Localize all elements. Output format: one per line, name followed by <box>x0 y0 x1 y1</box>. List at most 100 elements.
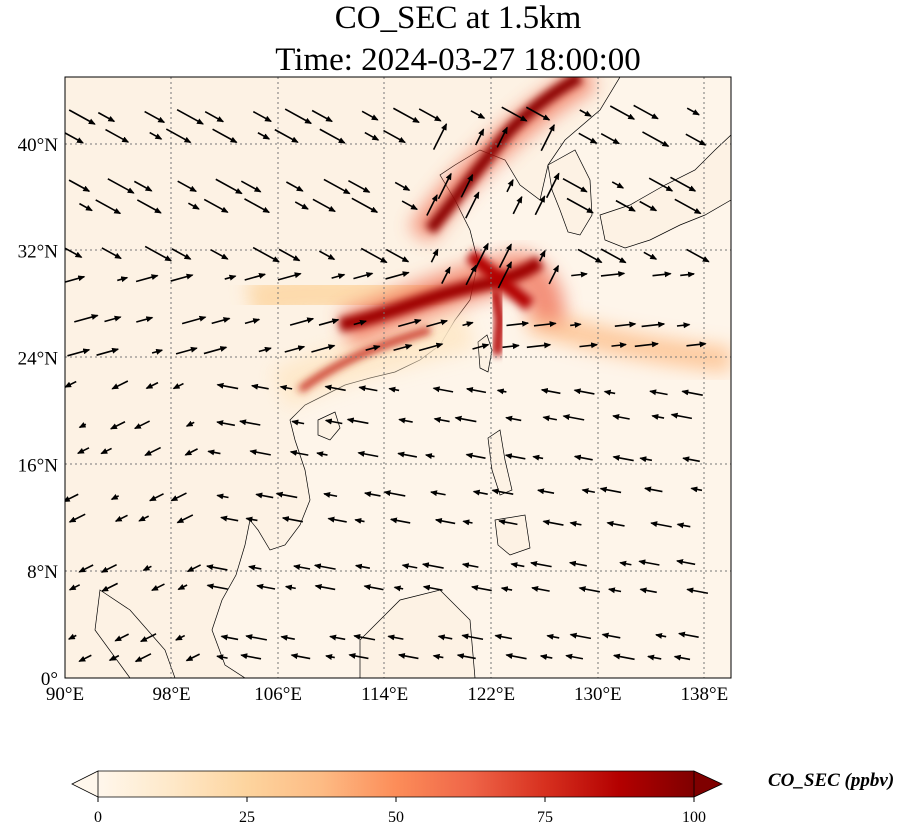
wind-arrow <box>512 195 523 215</box>
wind-arrow <box>171 248 192 260</box>
wind-arrow <box>255 492 274 499</box>
borneo-island <box>359 589 476 678</box>
wind-arrow <box>383 490 406 497</box>
wind-arrow <box>531 585 550 592</box>
wind-arrow <box>78 564 94 573</box>
wind-arrow <box>670 412 693 420</box>
wind-arrow <box>105 128 130 143</box>
wind-arrow <box>215 178 243 195</box>
wind-arrow <box>532 454 544 461</box>
wind-arrow <box>612 653 635 661</box>
wind-arrow <box>224 274 237 281</box>
colorbar-bar <box>98 771 694 797</box>
wind-arrow <box>383 129 406 144</box>
wind-arrow <box>546 633 560 640</box>
wind-arrow <box>109 421 126 430</box>
wind-arrow <box>204 111 225 123</box>
wind-arrow <box>172 382 184 390</box>
wind-arrow <box>175 634 186 641</box>
wind-arrow <box>389 517 411 524</box>
wind-arrow <box>275 491 298 499</box>
wind-arrow <box>245 516 258 523</box>
wind-arrow <box>111 380 129 390</box>
wind-arrow <box>437 172 452 200</box>
wind-arrow <box>614 321 637 328</box>
wind-arrow <box>639 456 653 463</box>
wind-arrow <box>418 108 442 122</box>
wind-arrow <box>67 348 91 357</box>
wind-arrow <box>291 419 305 426</box>
wind-arrow <box>203 346 228 355</box>
wind-arrow <box>670 176 697 192</box>
wind-arrow <box>79 202 93 212</box>
wind-arrow <box>151 348 164 355</box>
wind-arrow <box>525 106 551 121</box>
wind-arrow <box>117 276 129 283</box>
wind-arrow <box>145 381 159 390</box>
wind-arrow <box>354 563 371 570</box>
luzon-island <box>487 429 513 496</box>
wind-arrow <box>432 653 444 660</box>
title-line-2: Time: 2024-03-27 18:00:00 <box>275 42 641 78</box>
wind-arrow <box>615 199 636 212</box>
wind-arrow <box>599 486 622 494</box>
wind-arrow <box>600 271 626 278</box>
wind-arrow <box>176 108 204 125</box>
wind-arrow <box>540 123 555 152</box>
wind-arrow <box>78 654 92 663</box>
wind-arrow <box>430 248 439 263</box>
wind-arrow <box>216 493 229 500</box>
wind-arrow <box>357 450 379 458</box>
wind-arrow <box>67 633 77 640</box>
wind-arrow <box>181 315 207 325</box>
wind-arrow <box>655 632 667 639</box>
central-plume-arm <box>465 249 535 311</box>
wind-arrow <box>314 583 336 591</box>
wind-arrow <box>353 272 374 280</box>
wind-arrow <box>142 564 152 572</box>
wind-arrow <box>353 634 376 641</box>
wind-arrow <box>323 491 338 498</box>
wind-arrow <box>184 448 198 456</box>
wind-arrow <box>394 181 411 191</box>
wind-arrow <box>441 266 451 284</box>
wind-arrow <box>686 341 707 348</box>
wind-arrow <box>100 447 112 455</box>
wind-arrow <box>284 584 296 591</box>
wind-arrow <box>185 420 195 427</box>
wind-arrow <box>325 654 335 660</box>
wind-arrow <box>220 515 239 522</box>
wind-arrow <box>612 454 634 462</box>
wind-arrow <box>685 133 707 146</box>
wind-arrow <box>437 634 453 641</box>
wind-arrow <box>278 248 301 262</box>
wind-arrow <box>185 653 200 662</box>
wind-arrow <box>644 486 663 493</box>
wind-arrow <box>68 513 86 523</box>
wind-arrow <box>101 247 122 260</box>
lat-tick-label: 32°N <box>18 242 59 263</box>
wind-arrow <box>244 273 267 281</box>
wind-arrow <box>465 191 480 219</box>
korea-peninsula <box>547 149 593 236</box>
wind-arrow <box>676 559 696 566</box>
northern-plume-core <box>425 77 583 234</box>
wind-arrow <box>496 388 507 395</box>
wind-arrow <box>611 181 625 189</box>
wind-arrow <box>573 454 593 461</box>
lon-tick-label: 98°E <box>152 684 190 705</box>
wind-arrow <box>363 584 384 591</box>
wind-arrow <box>68 179 91 192</box>
wind-arrow <box>424 453 435 460</box>
wind-arrow <box>566 197 594 214</box>
wind-arrow <box>542 415 558 422</box>
wind-arrow <box>281 516 304 523</box>
wind-arrow <box>491 488 514 495</box>
wind-arrow <box>388 386 400 393</box>
lat-tick-label: 40°N <box>18 135 59 156</box>
wind-arrow <box>250 383 269 390</box>
wind-arrow <box>538 249 546 262</box>
wind-arrow <box>74 314 99 323</box>
wind-arrow <box>461 633 484 641</box>
colorbar-label: CO_SEC (ppbv) <box>768 770 895 791</box>
